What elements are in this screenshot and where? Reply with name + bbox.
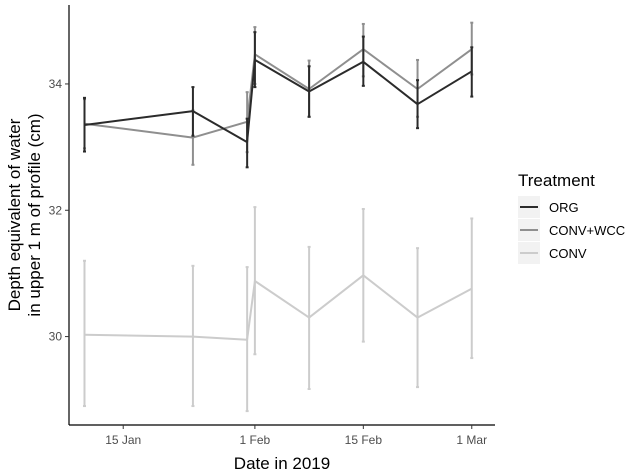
x-tick-label: 15 Jan — [105, 433, 141, 447]
y-tick-label: 32 — [49, 203, 63, 217]
x-tick-label: 1 Mar — [456, 433, 487, 447]
series-org — [82, 31, 474, 169]
series-line-org — [84, 58, 473, 144]
series-line-conv — [84, 274, 473, 341]
axes: 30 32 34 15 Jan 1 Feb 15 Feb 1 Mar Date in 2019… — [5, 5, 495, 473]
y-axis-title-line-1: Depth equivalent of water — [5, 118, 24, 311]
legend: Treatment ORG CONV+WCC CONV — [518, 171, 625, 264]
plot-area — [82, 21, 474, 413]
series-conv — [82, 206, 474, 413]
legend-label-conv: CONV — [549, 246, 587, 261]
series-conv-wcc — [82, 21, 474, 166]
legend-title: Treatment — [518, 171, 595, 190]
legend-label-conv-wcc: CONV+WCC — [549, 223, 625, 238]
y-tick-label: 34 — [49, 77, 63, 91]
y-tick-label: 30 — [49, 330, 63, 344]
x-tick-label: 1 Feb — [240, 433, 271, 447]
y-axis-title-line-2: in upper 1 m of profile (cm) — [25, 113, 44, 316]
legend-label-org: ORG — [549, 200, 579, 215]
x-axis-title: Date in 2019 — [234, 454, 330, 473]
series-line-conv-wcc — [84, 48, 473, 139]
x-tick-label: 15 Feb — [345, 433, 383, 447]
